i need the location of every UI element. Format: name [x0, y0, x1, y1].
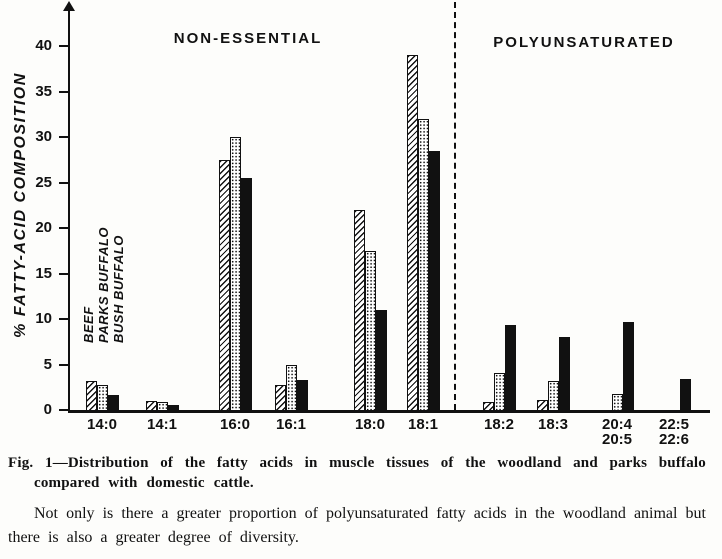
bar-bush-buffalo-18:3 — [558, 337, 570, 410]
figure-caption-label: Fig. 1 — [8, 455, 53, 471]
bar-bush-buffalo-16:0 — [240, 178, 252, 410]
section-label-non-essential: NON-ESSENTIAL — [173, 30, 323, 47]
bar-parks-buffalo-18:1 — [417, 119, 429, 410]
y-axis-label: % FATTY-ACID COMPOSITION — [12, 72, 29, 338]
y-tick — [59, 272, 68, 275]
y-tick — [59, 409, 68, 411]
bar-parks-buffalo-18:2 — [493, 372, 505, 410]
bar-bush-buffalo-20:4 — [622, 321, 634, 410]
plot-area: NON-ESSENTIAL POLYUNSATURATED 0 5 10 15 20 25… — [35, 2, 710, 418]
bar-beef-18:1 — [406, 55, 418, 410]
y-tick-label-30: 30 — [35, 128, 52, 146]
y-tick — [59, 45, 68, 48]
y-axis-arrow-icon — [63, 1, 75, 11]
x-category-label-22:5: 22:5 22:6 — [658, 416, 690, 448]
bar-parks-buffalo-18:3 — [547, 380, 559, 410]
bar-parks-buffalo-14:0 — [96, 384, 108, 410]
bar-bush-buffalo-18:1 — [428, 150, 440, 410]
x-category-label-18:3: 18:3 — [537, 416, 569, 433]
legend-label-bush-buffalo: BUSH BUFFALO — [111, 235, 126, 343]
legend-label-beef: BEEF — [81, 306, 96, 343]
bar-parks-buffalo-16:0 — [229, 137, 241, 410]
y-tick-label-20: 20 — [35, 219, 52, 237]
bar-parks-buffalo-16:1 — [285, 364, 297, 410]
bar-beef-14:1 — [145, 400, 157, 410]
y-tick-label-15: 15 — [35, 264, 52, 282]
bar-beef-18:0 — [353, 210, 365, 410]
x-category-label-14:0: 14:0 — [86, 416, 118, 433]
bar-bush-buffalo-14:1 — [167, 405, 179, 410]
body-paragraph: Not only is there a greater proportion o… — [8, 505, 706, 546]
y-tick — [59, 136, 68, 139]
bar-bush-buffalo-22:5 — [679, 379, 691, 410]
figure-caption: Fig. 1—Distribution of the fatty acids i… — [8, 454, 706, 493]
x-category-label-18:1: 18:1 — [407, 416, 439, 433]
bar-parks-buffalo-14:1 — [156, 401, 168, 410]
bar-bush-buffalo-18:2 — [504, 325, 516, 410]
y-tick — [59, 363, 68, 366]
y-tick-label-10: 10 — [35, 310, 52, 328]
y-tick — [59, 318, 68, 321]
y-tick-label-25: 25 — [35, 173, 52, 191]
x-category-label-20:4: 20:4 20:5 — [601, 416, 633, 448]
figure: % FATTY-ACID COMPOSITION NON-ESSENTIAL P… — [12, 1, 710, 448]
y-tick-label-5: 5 — [43, 355, 52, 373]
y-tick — [59, 90, 68, 93]
bar-beef-18:2 — [482, 401, 494, 410]
y-tick-label-0: 0 — [43, 401, 52, 418]
y-tick-label-35: 35 — [35, 82, 52, 100]
y-tick-label-40: 40 — [35, 37, 52, 55]
bar-parks-buffalo-18:0 — [364, 250, 376, 410]
x-category-label-16:0: 16:0 — [219, 416, 251, 433]
bar-beef-16:1 — [274, 385, 286, 410]
bar-bush-buffalo-18:0 — [375, 310, 387, 410]
y-tick — [59, 227, 68, 230]
x-category-label-16:1: 16:1 — [275, 416, 307, 433]
x-category-label-18:2: 18:2 — [483, 416, 515, 433]
bar-beef-18:3 — [536, 400, 548, 410]
figure-caption-text: —Distribution of the fatty acids in musc… — [34, 455, 707, 491]
y-tick — [59, 181, 68, 184]
bar-bush-buffalo-14:0 — [107, 394, 119, 410]
x-category-label-18:0: 18:0 — [354, 416, 386, 433]
bar-parks-buffalo-20:4 — [611, 393, 623, 410]
section-divider-dashed-line — [454, 2, 456, 410]
section-label-polyunsaturated: POLYUNSATURATED — [493, 34, 675, 51]
bar-bush-buffalo-16:1 — [296, 380, 308, 410]
legend-label-parks-buffalo: PARKS BUFFALO — [96, 226, 111, 343]
bar-beef-14:0 — [85, 380, 97, 410]
bar-beef-16:0 — [218, 160, 230, 410]
x-category-label-14:1: 14:1 — [146, 416, 178, 433]
